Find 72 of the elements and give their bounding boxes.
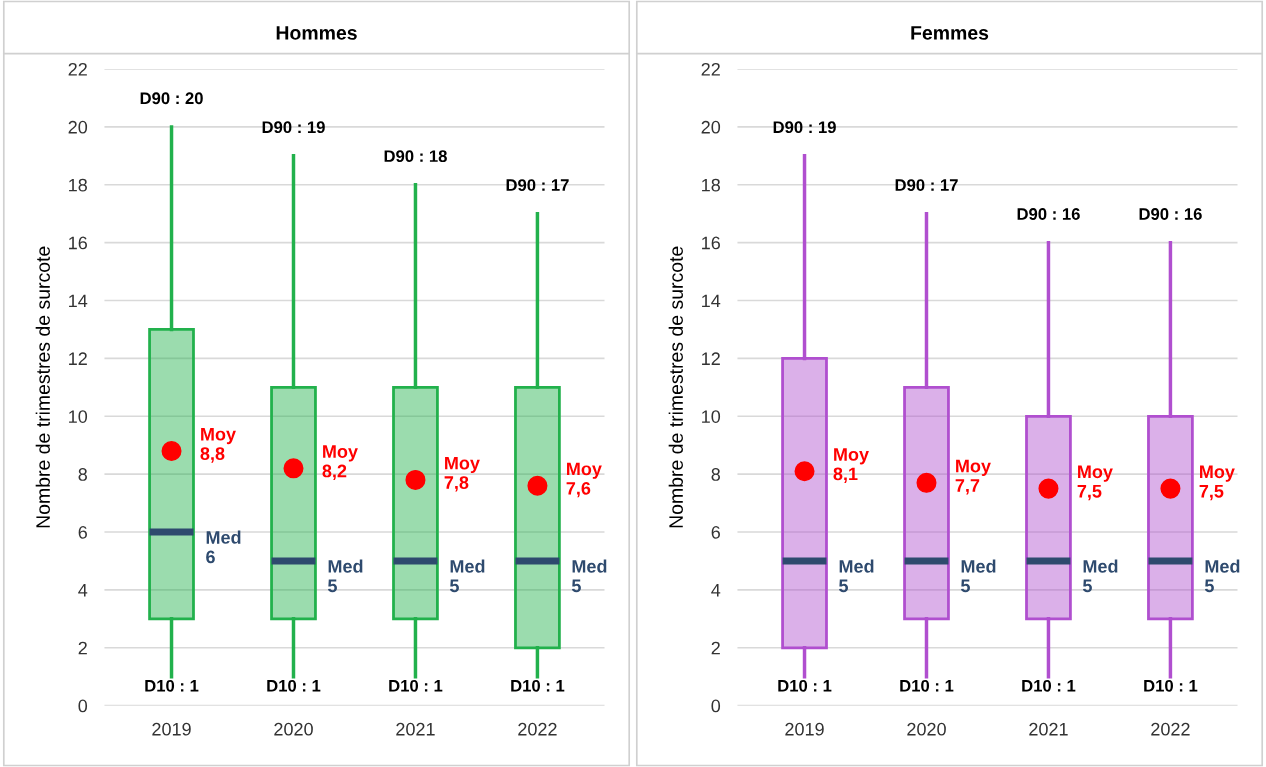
annotation: D90 : 19	[773, 121, 836, 134]
point	[161, 440, 182, 462]
x-tick-label: 2019	[152, 722, 191, 736]
annotation: Med 5	[449, 559, 485, 593]
y-tick-label: 14	[702, 294, 721, 308]
y-tick-label: 20	[701, 120, 721, 134]
x-tick-label: 2021	[1029, 722, 1068, 736]
annotation: D10 : 1	[389, 679, 443, 692]
y-tick-label: 12	[69, 352, 87, 365]
point	[527, 475, 548, 496]
annotation: D90 : 17	[506, 179, 569, 191]
annotation: Med 5	[1204, 559, 1240, 593]
annotation: Moy 8,2	[322, 445, 358, 480]
y-tick-label: 12	[702, 352, 720, 365]
y-tick-label: 22	[68, 62, 87, 76]
annotation: Moy 8,1	[833, 448, 869, 483]
x-tick-label: 2022	[518, 722, 557, 736]
y-tick-label: 10	[702, 410, 721, 423]
annotation: D10 : 1	[1022, 679, 1076, 692]
y-tick-label: 16	[69, 236, 87, 250]
annotation: D10 : 1	[900, 679, 954, 692]
annotation: Med 6	[206, 530, 241, 564]
x-tick-label: 2019	[785, 722, 824, 736]
y-tick-label: 8	[711, 468, 720, 481]
annotation: D90 : 20	[140, 92, 203, 105]
y-tick-label: 6	[78, 525, 87, 539]
annotation: Moy 8,8	[200, 427, 236, 463]
annotation: D90 : 16	[1017, 208, 1080, 220]
y-tick-label: 20	[68, 120, 88, 134]
y-axis-title: Nombre de trimestres de surcote	[668, 246, 683, 528]
annotation: D10 : 1	[511, 679, 565, 692]
chart-title: Femmes	[911, 26, 989, 40]
y-tick-label: 4	[711, 584, 721, 597]
y-tick-label: 14	[69, 294, 88, 308]
y-tick-label: 4	[78, 584, 88, 597]
y-tick-label: 22	[701, 62, 720, 76]
annotation: Med 5	[328, 559, 363, 593]
annotation: Moy 7,5	[1077, 465, 1113, 501]
annotation: Moy 7,6	[566, 462, 602, 498]
annotation: D90 : 17	[895, 179, 958, 191]
annotation: Moy 7,5	[1199, 465, 1235, 501]
y-tick-label: 18	[702, 178, 720, 192]
y-tick-label: 2	[78, 641, 87, 655]
annotation: Moy 7,7	[955, 459, 991, 495]
y-tick-label: 0	[711, 699, 721, 713]
y-tick-label: 2	[711, 641, 720, 655]
annotation: Moy 7,8	[444, 456, 480, 492]
y-tick-label: 0	[78, 699, 88, 713]
y-tick-label: 16	[702, 236, 720, 250]
chart-title: Hommes	[276, 26, 357, 40]
annotation: D90 : 18	[384, 150, 447, 163]
annotation: D10 : 1	[267, 679, 321, 692]
annotation: D90 : 19	[262, 121, 325, 134]
annotation: Med 5	[961, 559, 996, 593]
annotation: Med 5	[839, 559, 874, 593]
point	[405, 469, 426, 490]
annotation: D90 : 16	[1139, 208, 1202, 220]
annotation: Med 5	[1082, 559, 1118, 593]
annotation: D10 : 1	[1144, 679, 1198, 692]
y-tick-label: 8	[78, 468, 87, 481]
annotation: D10 : 1	[778, 679, 832, 692]
point	[283, 458, 304, 479]
y-tick-label: 10	[69, 410, 88, 423]
annotation: Med 5	[571, 559, 607, 593]
annotation: D10 : 1	[145, 679, 199, 692]
y-axis-title: Nombre de trimestres de surcote	[35, 246, 50, 528]
y-tick-label: 6	[711, 525, 720, 539]
y-tick-label: 18	[69, 178, 87, 192]
x-tick-label: 2020	[274, 722, 313, 736]
x-tick-label: 2020	[907, 722, 946, 736]
x-tick-label: 2022	[1151, 722, 1190, 736]
x-tick-label: 2021	[396, 722, 435, 736]
